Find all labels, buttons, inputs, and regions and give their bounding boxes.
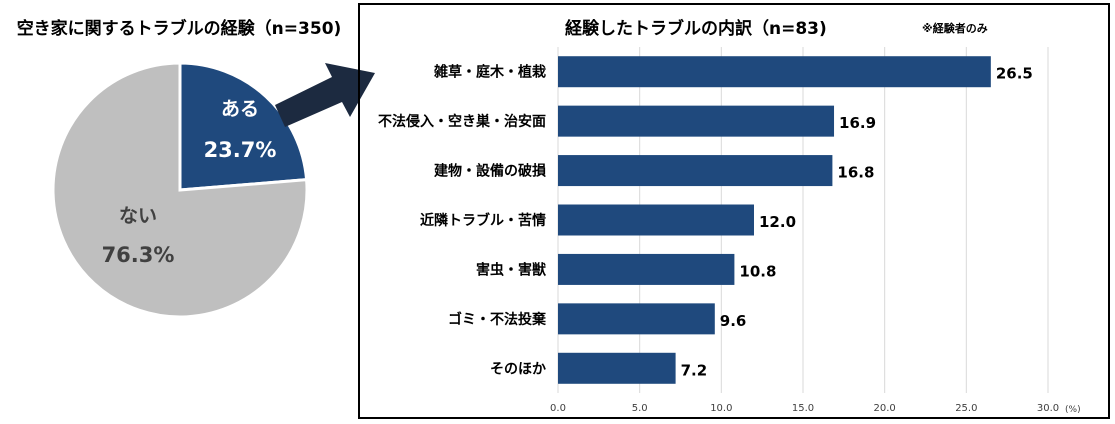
data-label: 26.5: [996, 65, 1033, 83]
bar-chart-note: ※経験者のみ: [922, 22, 988, 35]
data-label: 10.8: [739, 262, 776, 280]
bar: [558, 56, 991, 88]
arrow-icon: [275, 63, 375, 127]
x-tick-label: 0.0: [550, 403, 566, 414]
data-label: 16.8: [837, 164, 874, 182]
bar: [558, 204, 754, 236]
data-label: 12.0: [759, 213, 796, 231]
bar-chart-title: 経験したトラブルの内訳（n=83): [565, 19, 827, 39]
category-label: 建物・設備の破損: [434, 163, 547, 180]
pie-chart: ある 23.7% ない 76.3%: [51, 61, 309, 319]
bar: [558, 253, 735, 285]
category-label: 害虫・害獣: [476, 261, 547, 278]
x-tick-label: 5.0: [632, 403, 648, 414]
pie-slice-2: [51, 61, 309, 319]
bar: [558, 155, 833, 187]
bar: [558, 105, 835, 137]
category-label: そのほか: [490, 361, 546, 377]
category-label: ゴミ・不法投棄: [448, 311, 547, 328]
x-tick-label: 30.0: [1037, 403, 1059, 414]
bar: [558, 303, 715, 335]
x-tick-label: 25.0: [955, 403, 977, 414]
data-label: 16.9: [839, 114, 876, 132]
x-axis-unit: (%): [1065, 405, 1081, 415]
x-tick-label: 20.0: [874, 403, 896, 414]
bar-chart-frame: [358, 3, 1110, 419]
data-label: 9.6: [720, 312, 747, 330]
pie-slice-label: ない: [119, 205, 157, 227]
category-label: 近隣トラブル・苦情: [420, 212, 546, 229]
data-label: 7.2: [681, 361, 708, 379]
category-label: 不法侵入・空き巣・治安面: [378, 113, 546, 130]
bar: [558, 352, 676, 384]
pie-slice-label: ある: [221, 98, 259, 120]
category-label: 雑草・庭木・植栽: [433, 64, 546, 81]
pie-chart-title: 空き家に関するトラブルの経験（n=350): [16, 19, 342, 39]
x-tick-label: 10.0: [710, 403, 732, 414]
pie-slice-1: [178, 61, 309, 192]
pie-slice-value-label: 23.7%: [204, 138, 277, 162]
x-tick-label: 15.0: [792, 403, 814, 414]
pie-slice-value-label: 76.3%: [102, 243, 175, 267]
